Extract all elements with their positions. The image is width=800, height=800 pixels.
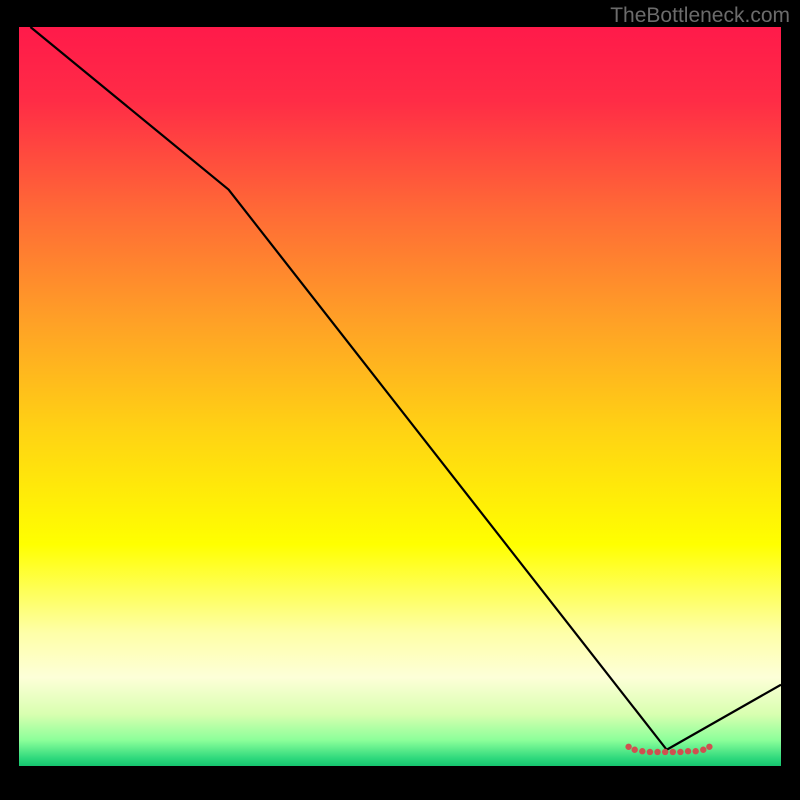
attribution-text: TheBottleneck.com	[610, 4, 790, 28]
chart-container: TheBottleneck.com	[0, 0, 800, 800]
plot-area	[19, 27, 781, 766]
gradient-background	[19, 27, 781, 766]
